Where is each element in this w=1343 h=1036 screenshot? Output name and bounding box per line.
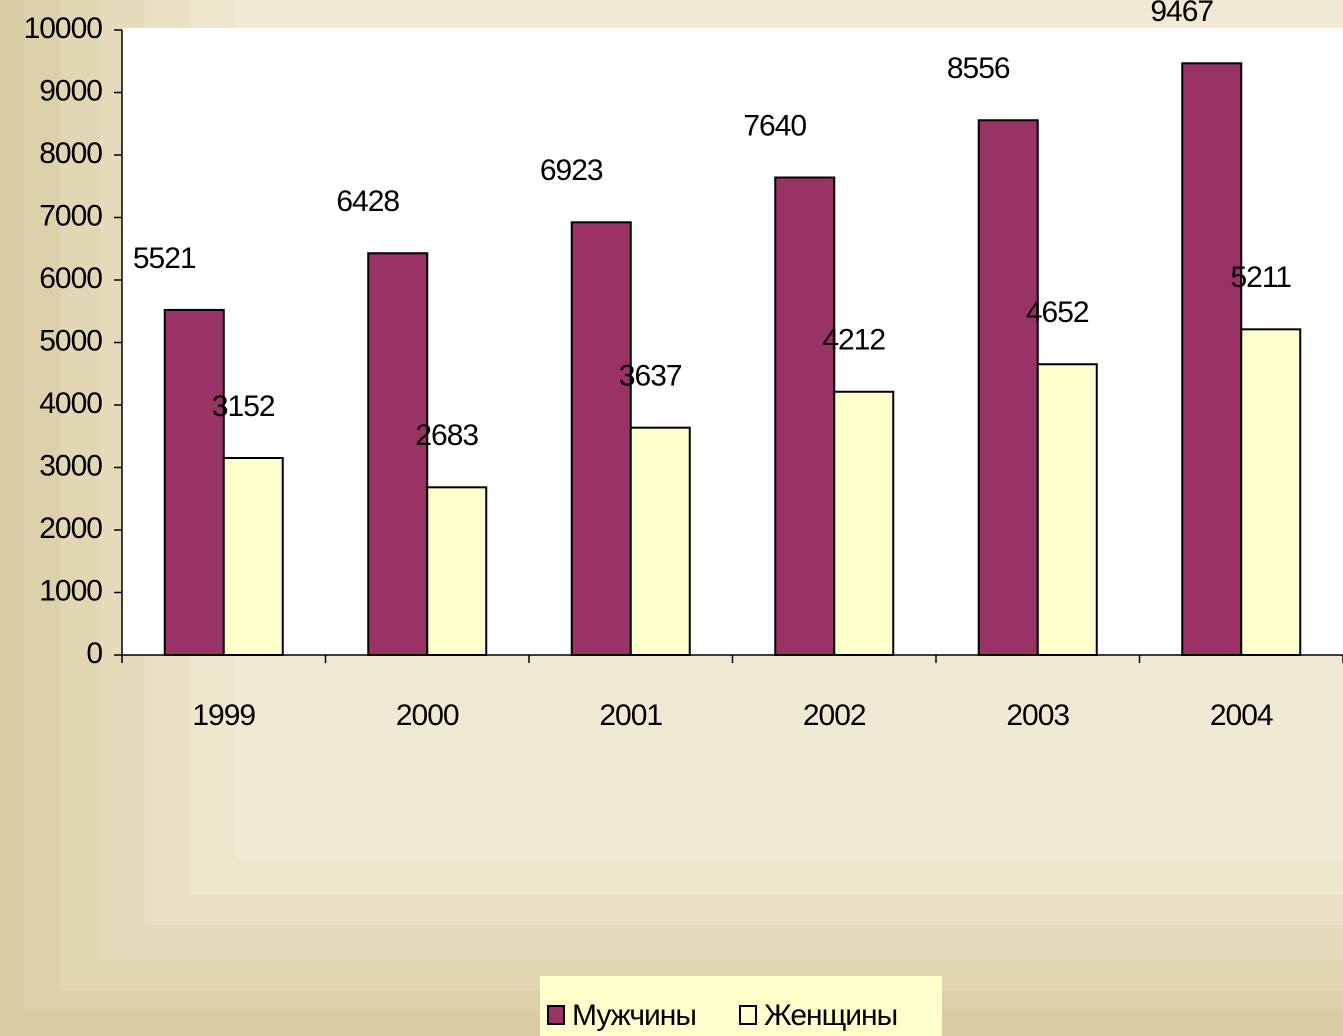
data-label: 5521 (133, 242, 196, 275)
data-label: 3637 (619, 360, 682, 393)
data-label: 8556 (947, 52, 1010, 85)
y-tick-label: 7000 (39, 199, 102, 232)
y-tick-label: 5000 (39, 324, 102, 357)
bar (833, 390, 895, 656)
legend-swatch (739, 1005, 757, 1025)
bar (629, 426, 691, 656)
legend-swatch (547, 1005, 565, 1025)
y-tick-label: 6000 (39, 262, 102, 295)
y-tick-label: 3000 (39, 449, 102, 482)
data-label: 6923 (540, 154, 603, 187)
x-tick-label: 2001 (599, 699, 662, 732)
data-label: 6428 (336, 185, 399, 218)
data-label: 5211 (1230, 261, 1291, 294)
bar (426, 486, 488, 656)
x-tick-label: 2003 (1006, 699, 1069, 732)
data-label: 3152 (212, 390, 275, 423)
data-label: 4212 (822, 324, 885, 357)
x-tick-label: 1999 (192, 699, 255, 732)
data-label: 2683 (415, 419, 478, 452)
data-label: 7640 (743, 109, 806, 142)
bar (1240, 328, 1302, 656)
y-tick-label: 4000 (39, 387, 102, 420)
y-tick-label: 8000 (39, 137, 102, 170)
y-tick-label: 1000 (39, 574, 102, 607)
data-label: 4652 (1026, 296, 1089, 329)
bar (1036, 363, 1098, 656)
y-tick-label: 0 (86, 637, 102, 670)
y-tick-label: 9000 (39, 74, 102, 107)
x-tick-label: 2000 (396, 699, 459, 732)
legend-label: Мужчины (572, 999, 696, 1032)
bar (570, 221, 632, 656)
bar (1181, 62, 1243, 656)
plot-area (122, 28, 1343, 655)
bar (222, 457, 284, 656)
x-tick-label: 2002 (803, 699, 866, 732)
bar (774, 176, 836, 656)
bar (367, 252, 429, 656)
data-label: 9467 (1150, 0, 1213, 28)
y-tick-label: 2000 (39, 512, 102, 545)
bar (163, 308, 225, 656)
legend-label: Женщины (764, 999, 897, 1032)
y-tick-label: 10000 (24, 12, 103, 45)
bar (977, 119, 1039, 656)
x-tick-label: 2004 (1210, 699, 1273, 732)
